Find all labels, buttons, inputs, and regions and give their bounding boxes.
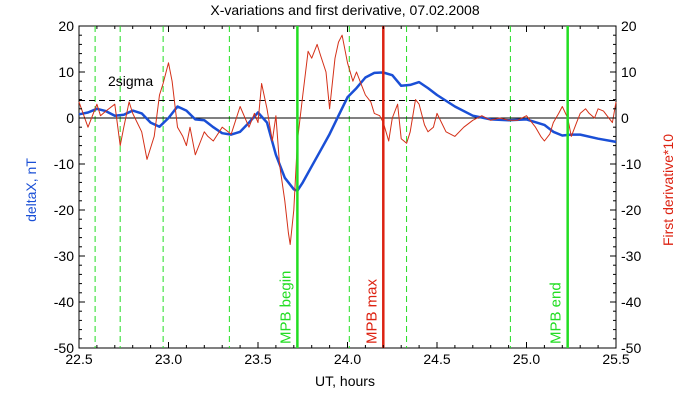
y-tick-label-right: -40 xyxy=(621,294,641,310)
x-tick-label: 25.0 xyxy=(513,351,540,367)
x-axis-label: UT, hours xyxy=(315,373,375,389)
x-tick-label: 24.5 xyxy=(423,351,450,367)
threshold-label: 2sigma xyxy=(108,73,153,89)
y-tick-label-right: 10 xyxy=(621,64,637,80)
x-tick-label: 24.0 xyxy=(334,351,361,367)
chart-title: X-variations and first derivative, 07.02… xyxy=(210,2,479,18)
deltax-series-line xyxy=(78,71,617,192)
y-axis-label-left: deltaX, nT xyxy=(23,158,39,222)
y-tick-label-left: -20 xyxy=(54,202,74,218)
x-tick-label: 23.0 xyxy=(155,351,182,367)
y-axis-label-right: First derivative*10 xyxy=(660,134,676,246)
y-tick-label-right: -10 xyxy=(621,156,641,172)
marker-layer: MPB begin MPB max MPB end xyxy=(277,26,569,348)
y-tick-label-left: 10 xyxy=(58,64,74,80)
y-tick-label-right: -50 xyxy=(621,340,641,356)
y-tick-label-left: 0 xyxy=(66,110,74,126)
marker-label-end: MPB end xyxy=(548,282,565,344)
y-tick-label-right: 0 xyxy=(621,110,629,126)
y-tick-label-left: -30 xyxy=(54,248,74,264)
series-layer xyxy=(78,34,617,245)
y-tick-label-left: -50 xyxy=(54,340,74,356)
x-tick-label: 23.5 xyxy=(244,351,271,367)
derivative-series-line xyxy=(78,34,617,245)
y-tick-label-right: -20 xyxy=(621,202,641,218)
plot-area xyxy=(78,25,617,349)
marker-label-max: MPB max xyxy=(363,278,380,344)
y-tick-label-left: -10 xyxy=(54,156,74,172)
grid-layer xyxy=(79,26,616,348)
x-tick-label: 22.5 xyxy=(65,351,92,367)
marker-label-begin: MPB begin xyxy=(277,271,294,344)
y-tick-label-right: 20 xyxy=(621,18,637,34)
y-tick-label-right: -30 xyxy=(621,248,641,264)
y-tick-label-left: -40 xyxy=(54,294,74,310)
axis-layer: 22.5 23.0 23.5 24.0 24.5 25.0 25.5 20 20 10 10 0 0 -1… xyxy=(54,18,642,367)
x-tick-label: 25.5 xyxy=(602,351,629,367)
y-tick-label-left: 20 xyxy=(58,18,74,34)
